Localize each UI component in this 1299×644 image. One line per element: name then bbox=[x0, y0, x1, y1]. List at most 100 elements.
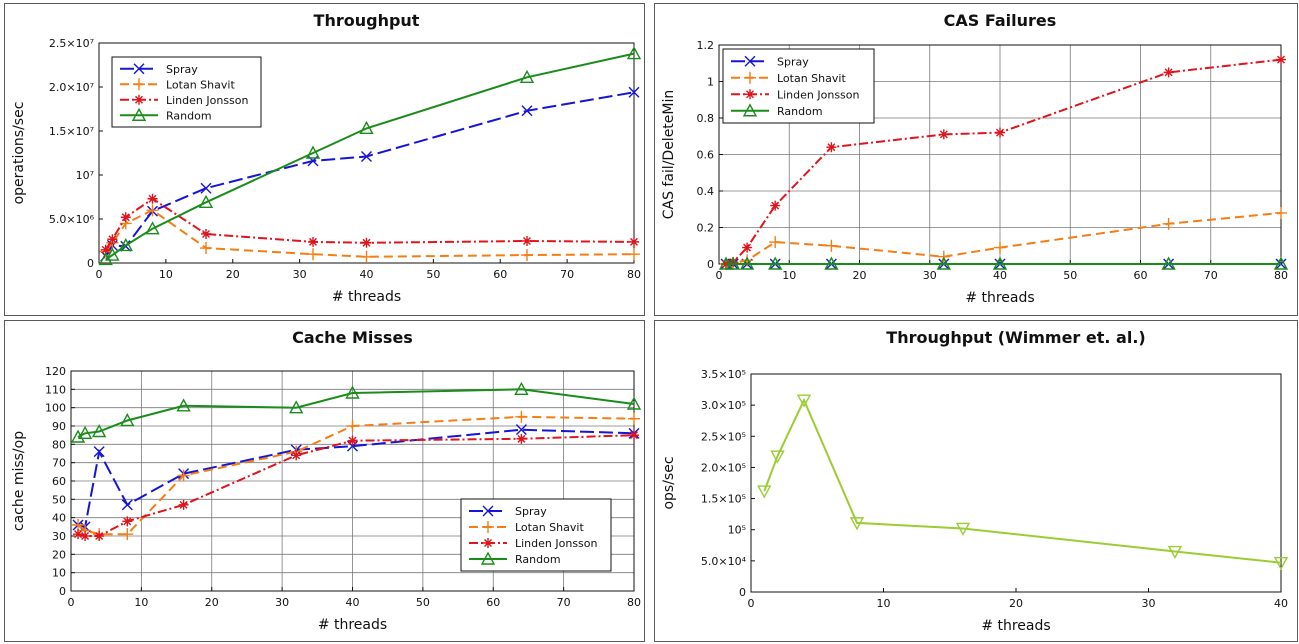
series-line-spray bbox=[104, 91, 635, 257]
chart-svg: 0 10 20 30 40 50 60 70 80 90 100 110 120 0 10 20 30 40 50 6… bbox=[11, 328, 642, 633]
data-point-linden-jonsson bbox=[120, 212, 131, 223]
data-point-random bbox=[359, 120, 374, 135]
data-point-random bbox=[718, 256, 734, 270]
y-tick-label: 3.0×10⁵ bbox=[701, 399, 746, 412]
chart-panel-cas-failures: 0 0.2 0.4 0.6 0.8 1 1.2 0 10 20 30 40 50 60 70 80 CAS Fa… bbox=[654, 3, 1298, 316]
x-tick-label: 70 bbox=[557, 596, 571, 609]
x-tick-label: 60 bbox=[1134, 269, 1148, 282]
x-tick-label: 40 bbox=[993, 269, 1007, 282]
x-tick-label: 50 bbox=[426, 268, 440, 281]
chart-svg: 0 0.2 0.4 0.6 0.8 1 1.2 0 10 20 30 40 50 60 70 80 CAS Fa… bbox=[661, 11, 1289, 306]
legend-marker-random bbox=[480, 551, 496, 565]
legend-marker-random bbox=[742, 103, 758, 117]
data-point-linden-jonsson bbox=[308, 236, 318, 247]
x-tick-label: 70 bbox=[560, 268, 574, 281]
y-tick-label: 70 bbox=[52, 457, 66, 470]
data-point-lotan-shavit bbox=[177, 469, 190, 482]
y-tick-label: 0.8 bbox=[697, 112, 715, 125]
legend-label: Lotan Shavit bbox=[166, 78, 235, 91]
x-tick-label: 80 bbox=[627, 596, 641, 609]
y-tick-label: 0.6 bbox=[697, 149, 715, 162]
data-point-random bbox=[176, 398, 191, 412]
legend-marker-lotan-shavit bbox=[133, 78, 145, 91]
y-tick-label: 2.5×10⁵ bbox=[701, 430, 746, 443]
y-tick-label: 2.5×10⁷ bbox=[49, 37, 94, 50]
data-point-linden-jonsson bbox=[522, 236, 532, 246]
data-point-series bbox=[955, 522, 971, 536]
y-tick-label: 0 bbox=[59, 585, 66, 598]
data-point-random bbox=[289, 400, 304, 414]
y-axis-label: CAS fail/DeleteMin bbox=[661, 90, 677, 220]
x-tick-label: 0 bbox=[96, 268, 103, 281]
data-point-series bbox=[849, 517, 865, 531]
data-point-random bbox=[626, 396, 642, 410]
data-point-linden-jonsson bbox=[629, 236, 639, 247]
y-tick-label: 50 bbox=[52, 493, 66, 506]
x-tick-label: 60 bbox=[486, 596, 500, 609]
y-tick-label: 110 bbox=[45, 383, 66, 396]
x-axis-label: # threads bbox=[981, 618, 1050, 634]
x-tick-label: 40 bbox=[1274, 597, 1288, 610]
y-axis-label: ops/sec bbox=[661, 456, 677, 509]
y-tick-label: 90 bbox=[52, 420, 66, 433]
x-tick-label: 80 bbox=[1274, 269, 1288, 282]
data-point-linden-jonsson bbox=[826, 142, 837, 153]
x-tick-label: 30 bbox=[275, 596, 289, 609]
x-tick-label: 20 bbox=[853, 269, 867, 282]
data-point-series bbox=[1273, 557, 1289, 571]
y-tick-label: 1.2 bbox=[697, 39, 715, 52]
y-axis-label: cache miss/op bbox=[11, 431, 27, 531]
y-tick-label: 5.0×10⁴ bbox=[701, 555, 747, 568]
data-point-linden-jonsson bbox=[629, 430, 639, 441]
x-tick-label: 60 bbox=[493, 268, 507, 281]
data-point-random bbox=[120, 413, 135, 427]
legend-marker-lotan-shavit bbox=[744, 71, 756, 84]
data-point-lotan-shavit bbox=[515, 410, 528, 423]
chart-title: Cache Misses bbox=[292, 328, 413, 347]
data-point-linden-jonsson bbox=[122, 516, 133, 527]
data-point-random bbox=[77, 425, 93, 440]
x-tick-label: 50 bbox=[416, 596, 430, 609]
legend-label: Linden Jonsson bbox=[515, 537, 598, 550]
data-point-linden-jonsson bbox=[94, 531, 105, 541]
x-tick-label: 30 bbox=[923, 269, 937, 282]
data-point-linden-jonsson bbox=[1276, 54, 1286, 65]
data-point-spray bbox=[347, 440, 358, 452]
data-point-random bbox=[1273, 256, 1289, 270]
data-point-lotan-shavit bbox=[307, 248, 319, 261]
y-tick-label: 40 bbox=[52, 512, 66, 525]
data-point-linden-jonsson bbox=[1163, 67, 1174, 78]
data-point-random bbox=[626, 46, 642, 60]
series-line-random bbox=[105, 52, 635, 261]
data-point-linden-jonsson bbox=[728, 257, 739, 268]
data-point-spray bbox=[521, 105, 533, 117]
data-point-linden-jonsson bbox=[73, 529, 84, 540]
x-tick-label: 10 bbox=[782, 269, 796, 282]
legend-marker-spray bbox=[133, 63, 145, 75]
chart-title: Throughput bbox=[314, 11, 420, 30]
data-point-random bbox=[725, 256, 741, 270]
x-axis-label: # threads bbox=[318, 617, 387, 633]
legend-label: Random bbox=[166, 109, 212, 122]
data-point-lotan-shavit bbox=[1275, 206, 1287, 219]
y-tick-label: 10⁷ bbox=[76, 169, 94, 182]
legend-marker-spray bbox=[744, 55, 756, 67]
x-tick-label: 70 bbox=[1204, 269, 1218, 282]
y-tick-label: 60 bbox=[52, 475, 66, 488]
data-point-lotan-shavit bbox=[200, 242, 212, 255]
y-tick-label: 2.0×10⁷ bbox=[49, 81, 94, 94]
data-point-lotan-shavit bbox=[994, 241, 1006, 254]
chart-panel-cache-misses: 0 10 20 30 40 50 60 70 80 90 100 110 120 0 10 20 30 40 50 6… bbox=[4, 320, 645, 642]
data-point-random bbox=[118, 237, 133, 252]
legend-label: Spray bbox=[515, 505, 547, 518]
x-tick-label: 20 bbox=[226, 268, 240, 281]
y-tick-label: 10⁵ bbox=[728, 524, 746, 537]
data-point-spray bbox=[361, 151, 372, 163]
y-tick-label: 0.4 bbox=[697, 185, 715, 198]
legend-label: Linden Jonsson bbox=[777, 88, 860, 101]
data-point-series bbox=[796, 394, 812, 408]
x-tick-label: 50 bbox=[1063, 269, 1077, 282]
x-axis-label: # threads bbox=[965, 290, 1034, 306]
y-tick-label: 0 bbox=[87, 257, 94, 270]
y-tick-label: 1 bbox=[707, 76, 714, 89]
